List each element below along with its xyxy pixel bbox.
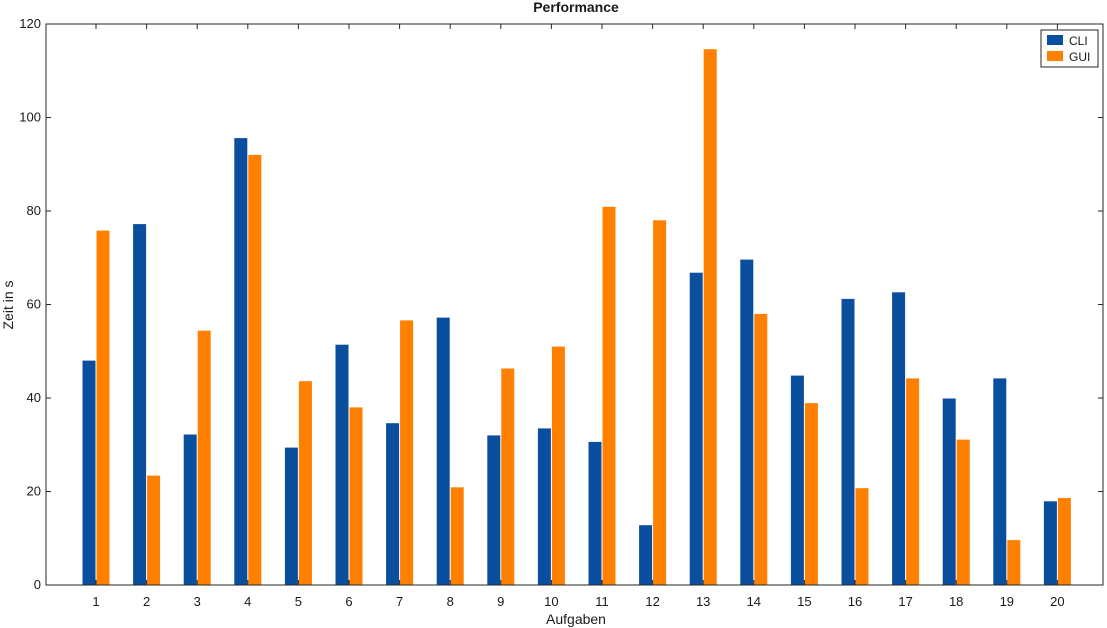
legend-label-gui: GUI	[1069, 50, 1090, 64]
bar-gui-15	[804, 403, 818, 585]
bar-cli-13	[689, 272, 703, 585]
chart-title: Performance	[533, 0, 619, 15]
bar-cli-12	[639, 525, 653, 585]
x-tick-label: 8	[447, 594, 454, 609]
bar-gui-5	[298, 381, 312, 585]
y-axis: 0 20 40 60 80 100 120	[19, 16, 1103, 592]
y-tick-label: 60	[27, 297, 41, 312]
y-tick-label: 0	[34, 577, 41, 592]
x-tick-label: 4	[244, 594, 251, 609]
bar-gui-1	[96, 230, 110, 585]
bar-cli-1	[82, 360, 96, 585]
x-tick-label: 2	[143, 594, 150, 609]
x-tick-label: 15	[797, 594, 811, 609]
x-tick-label: 6	[345, 594, 352, 609]
y-axis-label: Zeit in s	[0, 280, 16, 329]
bar-cli-20	[1043, 501, 1057, 585]
bar-cli-9	[487, 435, 501, 585]
bar-cli-5	[284, 447, 298, 585]
bar-gui-11	[602, 206, 616, 586]
bar-gui-6	[349, 407, 363, 585]
bar-gui-7	[400, 320, 414, 585]
bar-cli-3	[183, 434, 197, 585]
x-tick-label: 5	[295, 594, 302, 609]
y-tick-label: 40	[27, 390, 41, 405]
bar-gui-9	[501, 368, 515, 585]
bars-group	[82, 49, 1071, 586]
bar-cli-2	[133, 224, 147, 585]
bar-gui-14	[754, 313, 768, 585]
bar-gui-16	[855, 488, 869, 585]
bar-gui-12	[653, 220, 667, 586]
x-tick-label: 18	[949, 594, 963, 609]
bar-cli-17	[892, 292, 906, 585]
x-tick-label: 14	[747, 594, 761, 609]
bar-cli-14	[740, 259, 754, 585]
y-tick-label: 80	[27, 203, 41, 218]
x-tick-label: 13	[696, 594, 710, 609]
x-tick-label: 11	[595, 594, 609, 609]
bar-gui-3	[197, 330, 211, 585]
y-tick-label: 20	[27, 484, 41, 499]
x-tick-label: 17	[898, 594, 912, 609]
bar-gui-8	[450, 487, 464, 585]
bar-gui-4	[248, 154, 262, 585]
y-tick-label: 100	[19, 110, 41, 125]
x-tick-label: 16	[848, 594, 862, 609]
legend-label-cli: CLI	[1069, 34, 1088, 48]
x-tick-label: 3	[194, 594, 201, 609]
x-tick-label: 20	[1050, 594, 1064, 609]
x-tick-label: 10	[544, 594, 558, 609]
bar-gui-20	[1057, 498, 1071, 585]
bar-cli-11	[588, 441, 602, 585]
x-axis-label: Aufgaben	[546, 611, 606, 627]
bar-gui-17	[906, 378, 920, 585]
bar-gui-10	[551, 346, 565, 585]
legend: CLI GUI	[1040, 29, 1099, 68]
bar-cli-7	[386, 423, 400, 585]
bar-cli-18	[942, 398, 956, 585]
bar-cli-16	[841, 298, 855, 585]
bar-cli-8	[436, 317, 450, 585]
x-tick-label: 12	[645, 594, 659, 609]
bar-gui-2	[147, 475, 161, 585]
bar-gui-19	[1007, 540, 1021, 585]
bar-cli-19	[993, 378, 1007, 585]
x-tick-label: 9	[497, 594, 504, 609]
x-tick-label: 19	[1000, 594, 1014, 609]
x-tick-label: 1	[92, 594, 99, 609]
bar-cli-10	[537, 428, 551, 585]
x-axis: 1 2 3 4 5 6 7 8 9 10 11 12 13 14 15 16 17 18 19 20	[92, 24, 1065, 609]
bar-cli-6	[335, 344, 349, 585]
legend-swatch-gui	[1047, 51, 1063, 61]
bar-cli-4	[234, 138, 248, 585]
y-tick-label: 120	[19, 16, 41, 31]
bar-cli-15	[790, 375, 804, 585]
legend-swatch-cli	[1047, 35, 1063, 45]
bar-gui-18	[956, 439, 970, 585]
x-tick-label: 7	[396, 594, 403, 609]
bar-gui-13	[703, 49, 717, 585]
